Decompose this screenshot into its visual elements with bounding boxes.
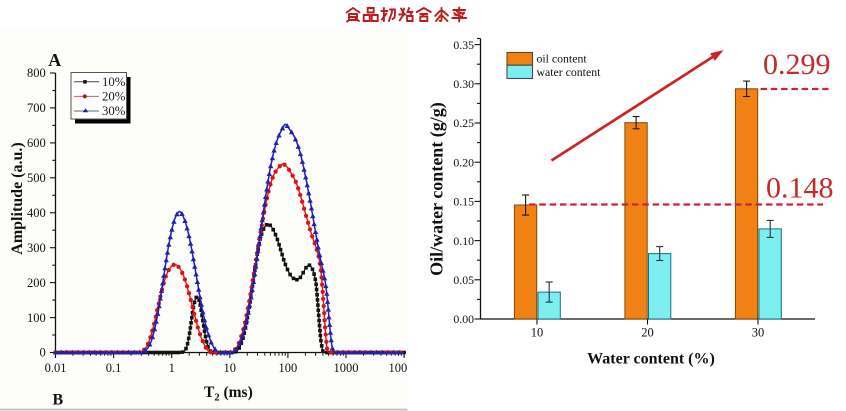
svg-text:0.15: 0.15 — [453, 195, 474, 209]
svg-text:0.299: 0.299 — [763, 48, 831, 81]
svg-text:water content: water content — [537, 65, 602, 79]
svg-text:500: 500 — [27, 171, 46, 185]
svg-text:400: 400 — [27, 206, 46, 220]
svg-text:10: 10 — [224, 361, 237, 375]
svg-text:1: 1 — [169, 361, 175, 375]
svg-text:1000: 1000 — [334, 361, 359, 375]
svg-text:0.01: 0.01 — [45, 361, 67, 375]
svg-text:800: 800 — [27, 66, 46, 80]
svg-text:Water content (%): Water content (%) — [587, 351, 715, 368]
svg-text:0.1: 0.1 — [106, 361, 122, 375]
svg-text:0.25: 0.25 — [453, 116, 474, 130]
svg-text:Amplitude (a.u.): Amplitude (a.u.) — [9, 142, 26, 254]
svg-text:30: 30 — [752, 326, 765, 340]
svg-text:0.00: 0.00 — [453, 312, 474, 326]
svg-text:B: B — [53, 392, 64, 409]
svg-text:0.35: 0.35 — [453, 38, 474, 52]
svg-text:100: 100 — [27, 311, 46, 325]
svg-text:10%: 10% — [102, 75, 126, 89]
svg-text:T2 (ms): T2 (ms) — [204, 384, 253, 404]
svg-text:0.30: 0.30 — [453, 77, 474, 91]
svg-text:0: 0 — [39, 346, 45, 360]
svg-text:0.148: 0.148 — [766, 172, 834, 205]
svg-text:700: 700 — [27, 101, 46, 115]
svg-text:oil content: oil content — [537, 52, 588, 66]
svg-text:20%: 20% — [102, 90, 126, 104]
svg-text:0.05: 0.05 — [453, 273, 474, 287]
svg-text:30%: 30% — [102, 104, 126, 118]
svg-text:600: 600 — [27, 136, 46, 150]
svg-text:10: 10 — [531, 326, 544, 340]
svg-text:100: 100 — [279, 361, 298, 375]
svg-text:Oil/water content (g/g): Oil/water content (g/g) — [427, 102, 448, 276]
svg-text:0.10: 0.10 — [453, 234, 474, 248]
svg-text:0.20: 0.20 — [453, 155, 474, 169]
svg-text:A: A — [48, 50, 61, 70]
svg-text:300: 300 — [27, 241, 46, 255]
svg-text:10000: 10000 — [388, 361, 419, 375]
svg-text:20: 20 — [641, 326, 654, 340]
svg-text:200: 200 — [27, 276, 46, 290]
